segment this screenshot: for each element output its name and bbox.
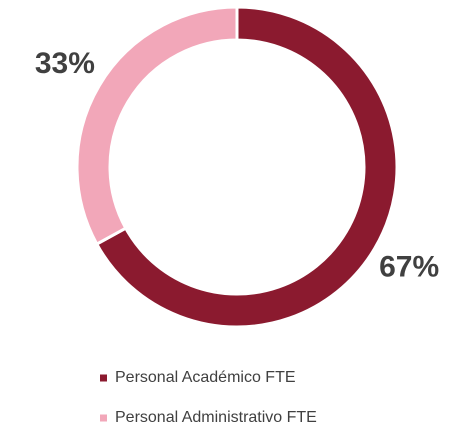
data-label: 33% <box>35 47 95 80</box>
legend-label: Personal Administrativo FTE <box>115 409 317 426</box>
legend-label: Personal Académico FTE <box>115 369 296 386</box>
donut-segment <box>94 5 399 329</box>
legend-marker <box>100 414 107 422</box>
data-label: 67% <box>379 251 439 284</box>
donut-segment <box>75 5 239 247</box>
legend-marker <box>100 374 107 382</box>
